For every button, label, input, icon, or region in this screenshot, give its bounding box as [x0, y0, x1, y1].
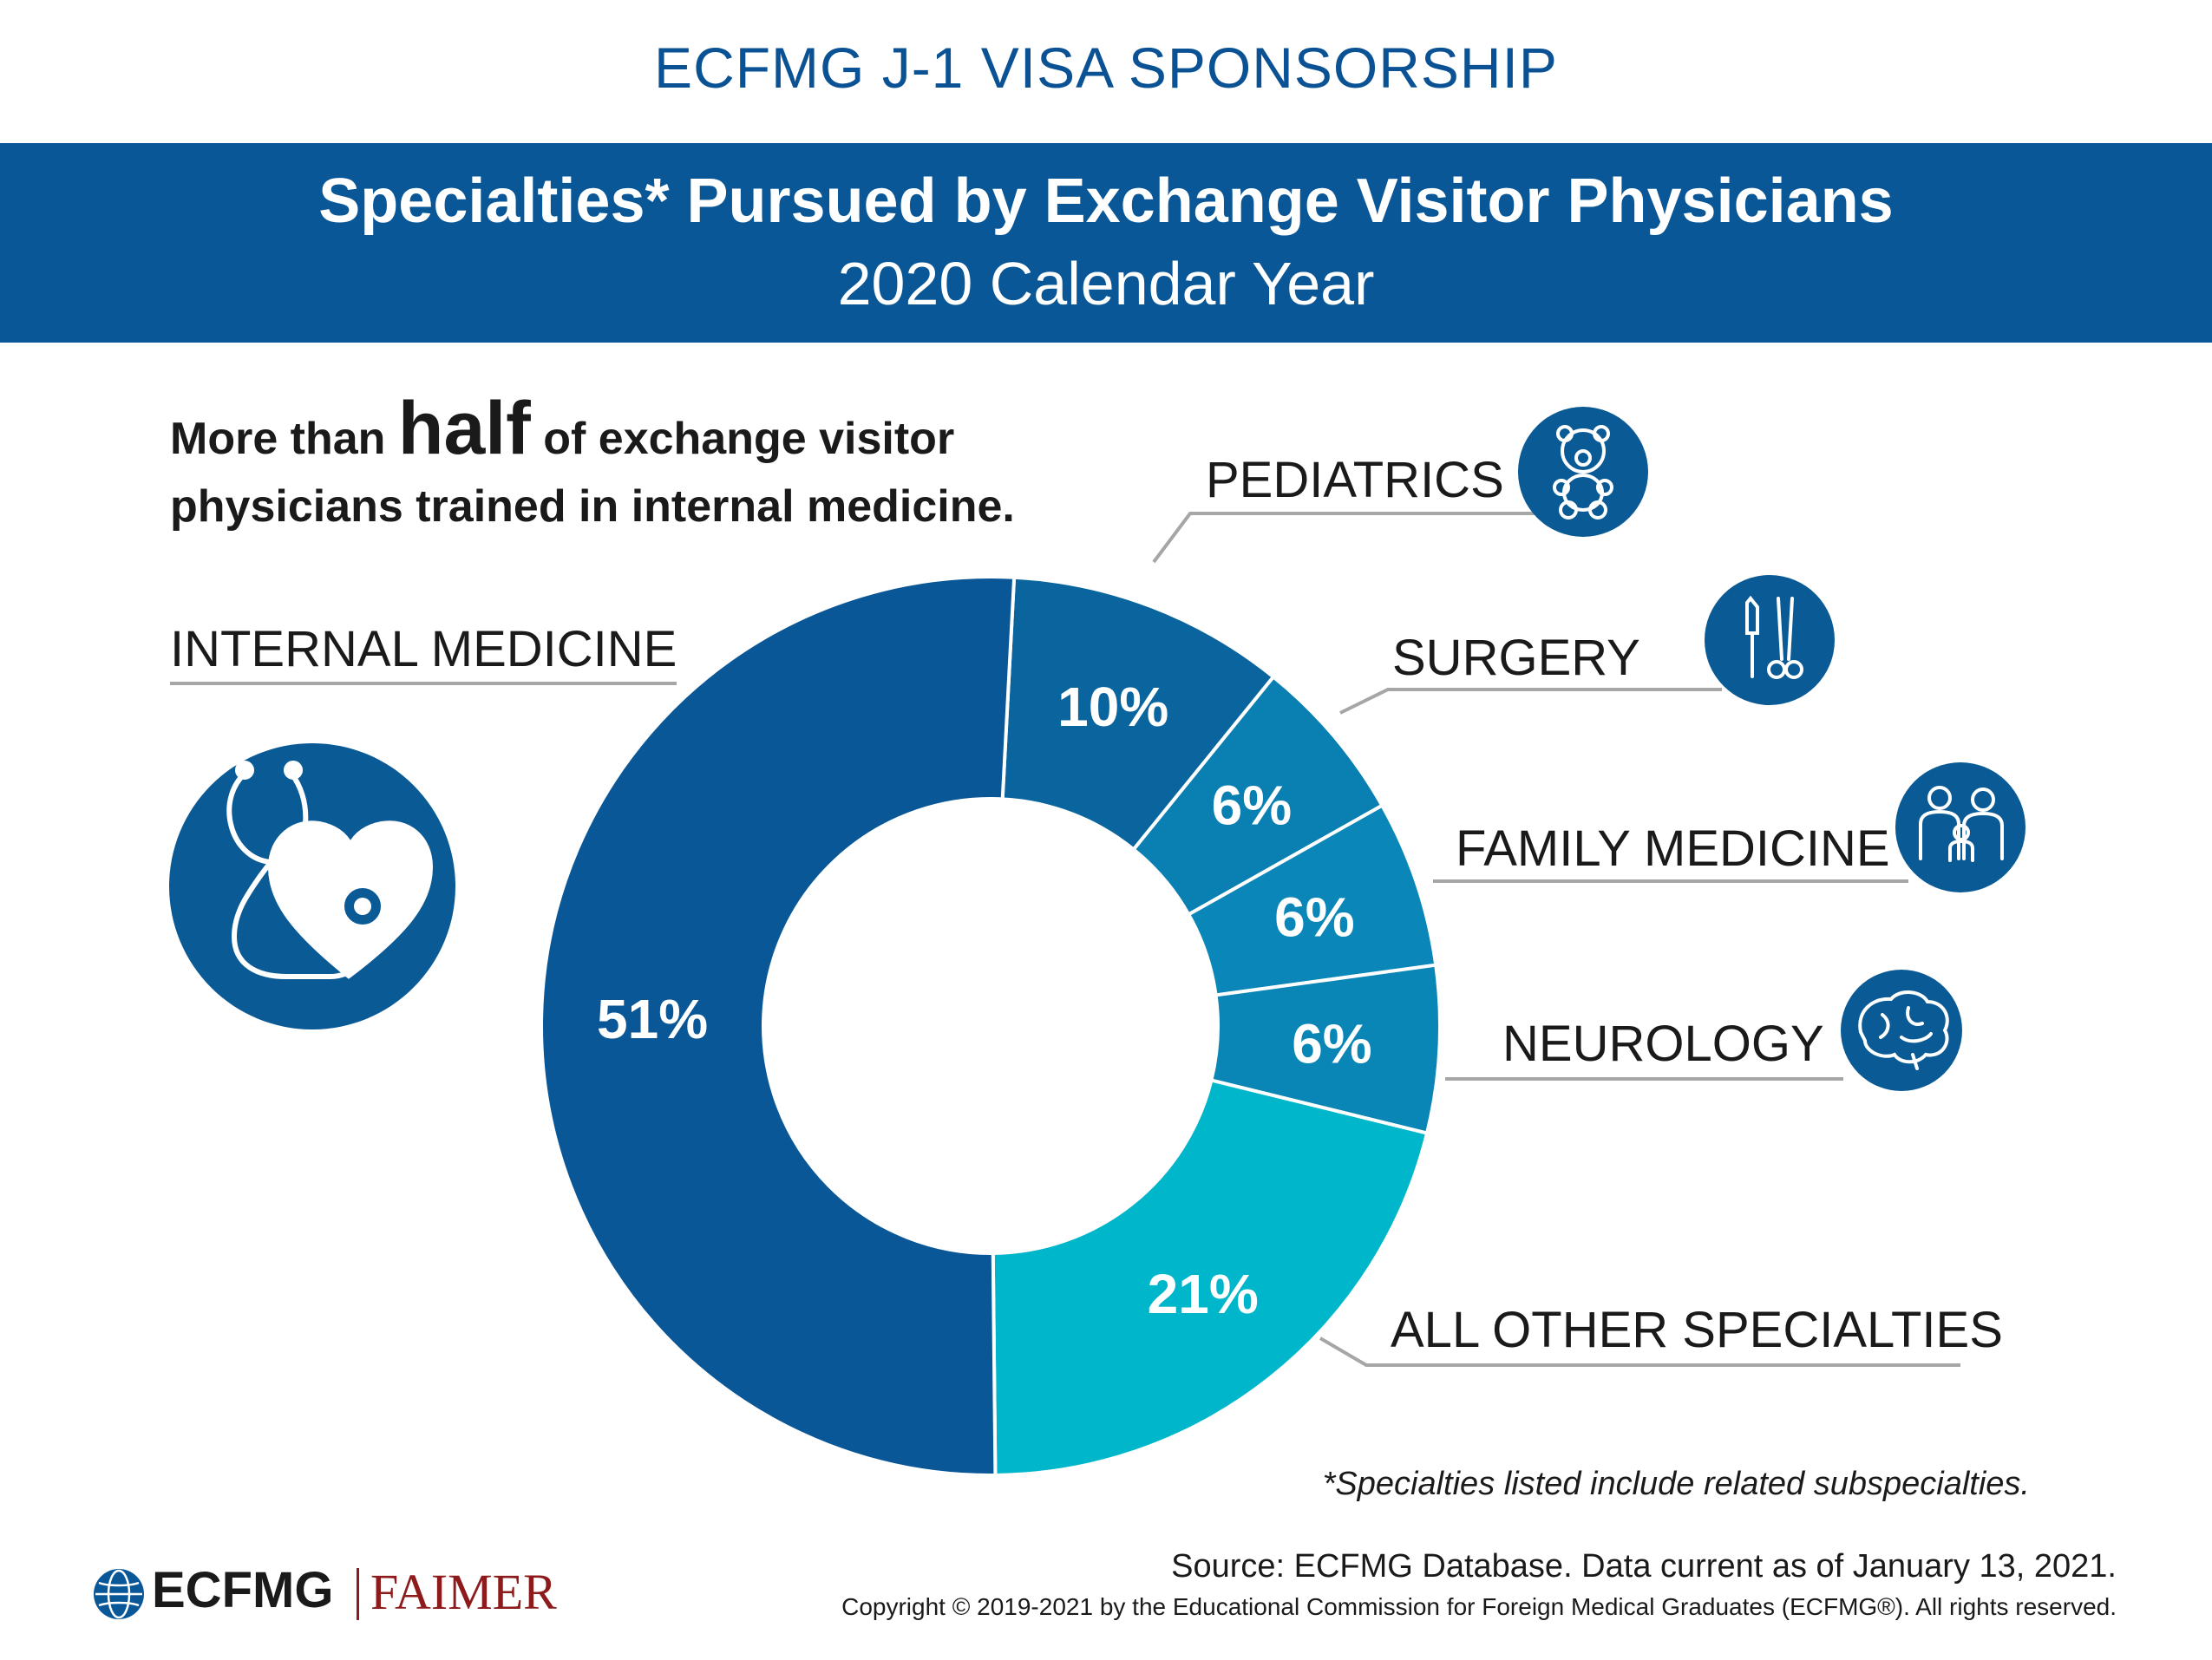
label-surgery: SURGERY [1392, 630, 1640, 686]
family-icon [1895, 762, 2025, 892]
pct-surgery: 6% [1212, 774, 1293, 837]
footnote: *Specialties listed include related subs… [1322, 1466, 2030, 1502]
donut-slices [540, 575, 1443, 1477]
slice-internal-medicine [540, 575, 1017, 1477]
slice-all-other [991, 1078, 1430, 1477]
pct-neurology: 6% [1292, 1013, 1372, 1075]
percent-labels: 10% 6% 6% 6% 21% 51% [597, 676, 1372, 1325]
logo-divider [357, 1568, 359, 1620]
logo-ecfmg-text: ECFMG [152, 1562, 334, 1618]
leader-surgery [1339, 688, 1722, 715]
pct-all-other: 21% [1148, 1263, 1259, 1325]
copyright-note: Copyright © 2019-2021 by the Educational… [841, 1593, 2117, 1620]
chart-subtitle: 2020 Calendar Year [837, 250, 1375, 317]
pct-pediatrics: 10% [1057, 676, 1168, 738]
leader-pediatrics [1152, 512, 1535, 564]
pct-internal-medicine: 51% [597, 988, 708, 1050]
label-pediatrics: PEDIATRICS [1206, 452, 1504, 508]
teddy-bear-icon [1518, 407, 1648, 537]
headline: More than half of exchange visitor physi… [170, 391, 1124, 540]
scalpel-forceps-icon [1705, 575, 1835, 705]
brain-icon [1841, 970, 1962, 1091]
source-note: Source: ECFMG Database. Data current as … [1171, 1548, 2117, 1585]
pct-family-medicine: 6% [1274, 886, 1355, 948]
slice-pediatrics [1000, 575, 1276, 853]
label-neurology: NEUROLOGY [1502, 1016, 1824, 1072]
globe-icon [94, 1569, 144, 1619]
stethoscope-heart-icon [169, 743, 455, 1029]
label-all-other-specialties: ALL OTHER SPECIALTIES [1391, 1302, 2003, 1358]
headline-emphasis: half [397, 387, 531, 470]
label-internal-medicine: INTERNAL MEDICINE [170, 621, 677, 677]
label-family-medicine: FAMILY MEDICINE [1456, 820, 1890, 877]
leader-all-other [1319, 1336, 1960, 1367]
title-banner: Specialties* Pursued by Exchange Visitor… [0, 143, 2212, 343]
headline-part1: More than [170, 414, 398, 464]
headline-part2: of exchange visitor physicians trained i… [170, 414, 1015, 532]
top-title: ECFMG J-1 VISA SPONSORSHIP [654, 36, 1558, 100]
chart-title: Specialties* Pursued by Exchange Visitor… [318, 167, 1894, 236]
logo-faimer-text: FAIMER [370, 1564, 557, 1620]
